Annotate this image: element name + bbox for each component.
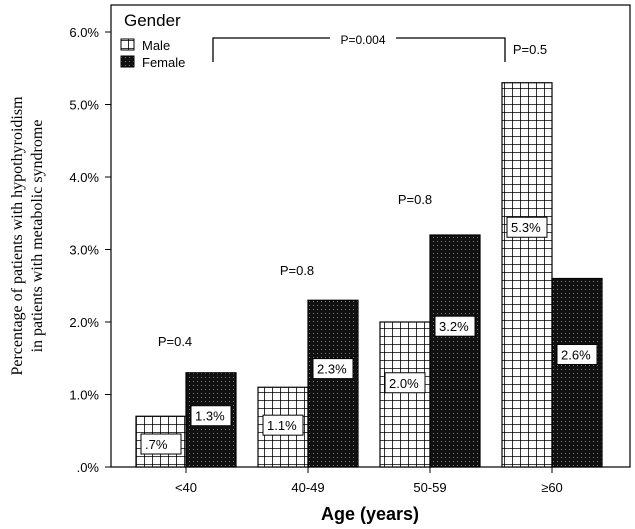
data-label-box	[506, 216, 548, 238]
x-tick-label: <40	[175, 480, 197, 495]
y-tick-label: 4.0%	[69, 170, 99, 185]
data-label-box	[384, 372, 426, 394]
plot-frame	[110, 4, 631, 468]
data-label: 2.3%	[317, 362, 347, 377]
y-tick-label: 6.0%	[69, 25, 99, 40]
svg-text:in patients with metabolic syn: in patients with metabolic syndrome	[29, 120, 46, 353]
y-tick-label: 2.0%	[69, 315, 99, 330]
data-label-box	[140, 433, 182, 455]
x-tick-label: 40-49	[291, 480, 324, 495]
y-tick-label: .0%	[77, 460, 100, 475]
x-tick-label: ≥60	[541, 480, 563, 495]
x-axis-title: Age (years)	[321, 504, 419, 524]
bracket-label: P=0.004	[340, 33, 385, 47]
data-label: .7%	[145, 437, 168, 452]
x-tick-label: 50-59	[413, 480, 446, 495]
p-value-label: P=0.5	[513, 42, 547, 57]
y-tick-label: 1.0%	[69, 388, 99, 403]
legend-label-male: Male	[142, 38, 170, 53]
data-label-box	[556, 343, 598, 365]
data-label-box	[262, 414, 304, 436]
y-tick-label: 3.0%	[69, 243, 99, 258]
legend-swatch-female	[120, 55, 135, 68]
data-label: 5.3%	[511, 220, 541, 235]
data-label: 1.3%	[195, 409, 225, 424]
bar-female	[429, 234, 481, 468]
svg-text:Percentage of patients with hy: Percentage of patients with hypothyroidi…	[9, 96, 26, 376]
y-tick-label: 5.0%	[69, 98, 99, 113]
bar-female	[307, 299, 359, 468]
bar-female	[551, 277, 603, 468]
p-value-label: P=0.8	[398, 192, 432, 207]
data-label-box	[312, 358, 354, 380]
p-value-label: P=0.4	[158, 334, 192, 349]
legend: Gender Male Female	[120, 11, 185, 70]
legend-label-female: Female	[142, 55, 185, 70]
data-label: 2.0%	[389, 376, 419, 391]
data-label-box	[190, 405, 232, 427]
data-label: 2.6%	[561, 347, 591, 362]
bar-male	[379, 321, 431, 468]
data-label: 3.2%	[439, 319, 469, 334]
legend-title: Gender	[124, 11, 181, 30]
bar-male	[501, 82, 553, 468]
data-label-box	[434, 315, 476, 337]
legend-swatch-male	[120, 38, 135, 51]
data-label: 1.1%	[267, 418, 297, 433]
p-value-label: P=0.8	[280, 263, 314, 278]
y-axis-title: Percentage of patients with hypothyroidi…	[9, 96, 46, 376]
